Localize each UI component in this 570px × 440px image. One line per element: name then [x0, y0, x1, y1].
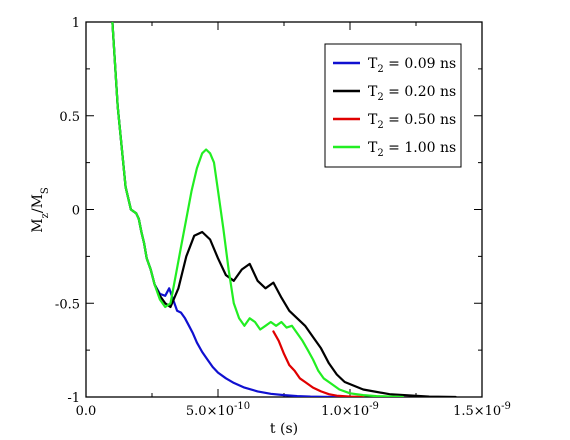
y-tick-label: -0.5 [55, 297, 80, 312]
x-tick-label: 5.0×10-10 [186, 401, 250, 419]
legend-label: T2 = 0.09 ns [368, 56, 456, 75]
series-line-3 [272, 330, 365, 397]
legend-label: T2 = 1.00 ns [368, 140, 456, 159]
x-tick-label: 1.0×10-9 [321, 401, 379, 419]
y-tick-label: 1 [72, 16, 80, 31]
y-tick-label: 0 [72, 204, 80, 219]
legend-label: T2 = 0.50 ns [368, 112, 456, 131]
axis-ticks: 0.0 5.0×10-10 1.0×10-9 1.5×10-9 1 0.5 0 -0.5 -1 [55, 16, 511, 419]
legend: T2 = 0.09 ns T2 = 0.20 ns T2 = 0.50 ns T2 =… [324, 43, 462, 168]
y-tick-label: -1 [67, 391, 80, 406]
x-tick-label: 1.5×10-9 [453, 401, 511, 419]
x-tick-label: 0.0 [76, 404, 97, 419]
series-line-4 [111, 22, 404, 397]
legend-label: T2 = 0.20 ns [368, 84, 456, 103]
y-tick-label: 0.5 [59, 110, 80, 125]
x-axis-label: t (s) [270, 421, 298, 437]
series-group [111, 22, 457, 397]
y-axis-label: Mz/MS [30, 187, 51, 233]
